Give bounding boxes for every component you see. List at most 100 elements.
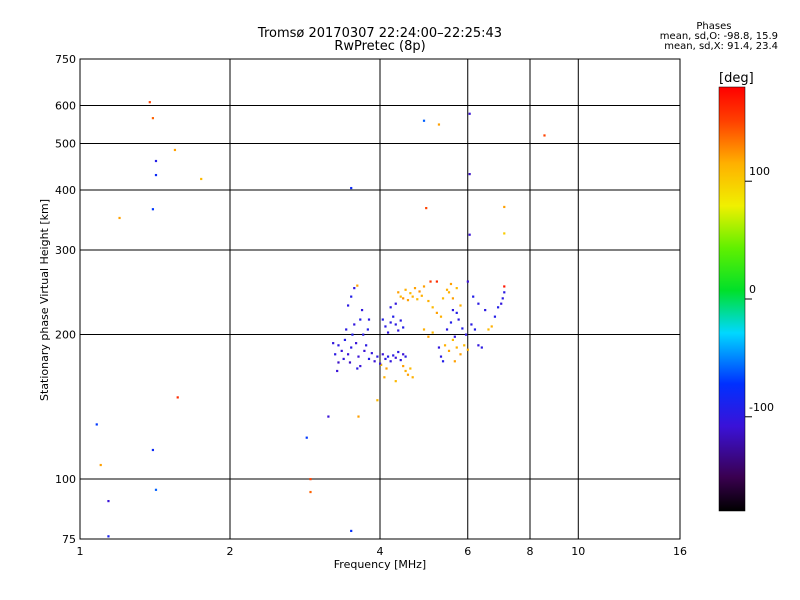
x-axis-label: Frequency [MHz] bbox=[334, 558, 426, 571]
chart-subtitle: RwPretec (8p) bbox=[334, 39, 426, 54]
colorbar-unit: [deg] bbox=[719, 71, 754, 86]
data-point bbox=[402, 326, 405, 329]
colorbar-tick-label: 0 bbox=[749, 283, 756, 296]
data-point bbox=[490, 325, 493, 328]
x-tick-label: 10 bbox=[571, 545, 585, 558]
data-points bbox=[95, 101, 546, 538]
data-point bbox=[457, 318, 460, 321]
data-point bbox=[173, 148, 177, 152]
data-point bbox=[402, 353, 405, 356]
data-point bbox=[429, 280, 432, 283]
data-point bbox=[543, 134, 546, 137]
data-point bbox=[496, 306, 500, 309]
data-point bbox=[399, 295, 402, 298]
data-point bbox=[346, 304, 350, 307]
data-point bbox=[353, 287, 356, 290]
data-point bbox=[484, 308, 487, 312]
data-point bbox=[402, 297, 405, 300]
data-point bbox=[356, 284, 359, 287]
data-point bbox=[431, 331, 434, 334]
data-point bbox=[394, 356, 397, 359]
data-point bbox=[411, 295, 414, 298]
data-point bbox=[350, 186, 353, 190]
data-point bbox=[453, 360, 456, 363]
data-point bbox=[422, 119, 426, 122]
data-point bbox=[342, 357, 345, 361]
data-point bbox=[309, 490, 312, 494]
data-point bbox=[427, 335, 430, 338]
colorbar-ticks: 100 0 -100 bbox=[745, 165, 774, 418]
data-point bbox=[420, 294, 423, 297]
data-point bbox=[346, 353, 350, 356]
y-tick-label: 750 bbox=[55, 53, 76, 66]
data-point bbox=[99, 463, 102, 467]
data-point bbox=[411, 376, 414, 379]
y-axis-ticks: 75 100 200 300 400 500 600 750 bbox=[55, 53, 76, 546]
data-point bbox=[468, 112, 471, 115]
data-point bbox=[409, 367, 412, 370]
data-point bbox=[464, 333, 468, 336]
data-point bbox=[503, 232, 506, 235]
y-tick-label: 300 bbox=[55, 244, 76, 257]
data-point bbox=[151, 448, 155, 452]
data-point bbox=[422, 328, 426, 331]
data-point bbox=[503, 285, 506, 288]
phase-stats-x: mean, sd,X: 91.4, 23.4 bbox=[664, 41, 778, 52]
data-point bbox=[441, 360, 445, 363]
y-tick-label: 75 bbox=[62, 533, 76, 546]
data-point bbox=[459, 353, 462, 356]
data-point bbox=[447, 291, 451, 294]
data-point bbox=[327, 415, 330, 418]
data-point bbox=[447, 349, 451, 352]
colorbar-tick-label: 100 bbox=[749, 165, 770, 178]
data-point bbox=[376, 355, 379, 358]
data-point bbox=[379, 362, 382, 365]
data-point bbox=[309, 478, 312, 481]
chart-title: Tromsø 20170307 22:24:00–22:25:43 bbox=[257, 26, 503, 41]
data-point bbox=[343, 338, 347, 342]
data-point bbox=[468, 172, 471, 176]
data-point bbox=[200, 177, 203, 181]
data-point bbox=[503, 205, 506, 209]
y-tick-label: 600 bbox=[55, 100, 76, 113]
data-point bbox=[351, 333, 354, 336]
data-point bbox=[118, 216, 121, 220]
data-point bbox=[443, 344, 447, 347]
data-point bbox=[154, 173, 158, 177]
data-point bbox=[353, 323, 356, 326]
x-tick-label: 1 bbox=[77, 545, 84, 558]
data-point bbox=[466, 280, 469, 283]
data-point bbox=[406, 299, 410, 302]
data-point bbox=[451, 297, 455, 300]
data-point bbox=[437, 346, 441, 349]
data-point bbox=[389, 306, 392, 309]
data-point bbox=[397, 291, 400, 294]
data-point bbox=[449, 321, 453, 324]
data-point bbox=[477, 344, 480, 347]
phase-stats-o: mean, sd,O: -98.8, 15.9 bbox=[659, 31, 778, 42]
plot-frame bbox=[79, 58, 681, 540]
data-point bbox=[453, 335, 456, 338]
data-point bbox=[380, 363, 383, 366]
data-point bbox=[435, 280, 438, 283]
data-point bbox=[367, 357, 371, 361]
data-point bbox=[370, 352, 373, 355]
data-point bbox=[399, 359, 402, 362]
data-point bbox=[455, 311, 458, 314]
data-point bbox=[435, 311, 438, 314]
data-point bbox=[451, 308, 455, 312]
data-point bbox=[455, 346, 458, 349]
data-point bbox=[392, 315, 395, 318]
data-point bbox=[357, 355, 360, 358]
data-point bbox=[468, 233, 471, 236]
data-point bbox=[500, 302, 503, 305]
data-point bbox=[392, 354, 395, 357]
data-point bbox=[461, 327, 464, 330]
data-point bbox=[437, 123, 441, 126]
data-point bbox=[367, 318, 371, 321]
data-point bbox=[107, 535, 110, 538]
x-tick-label: 6 bbox=[464, 545, 471, 558]
data-point bbox=[459, 304, 462, 307]
data-point bbox=[336, 369, 339, 373]
